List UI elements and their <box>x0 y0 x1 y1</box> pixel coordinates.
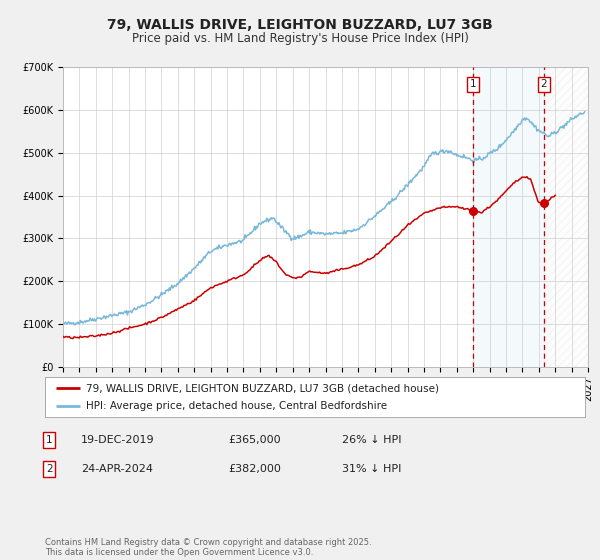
Text: 1: 1 <box>46 435 53 445</box>
Text: Price paid vs. HM Land Registry's House Price Index (HPI): Price paid vs. HM Land Registry's House … <box>131 32 469 45</box>
Text: 2: 2 <box>541 80 547 89</box>
Text: 19-DEC-2019: 19-DEC-2019 <box>81 435 155 445</box>
Bar <box>544 67 588 367</box>
Bar <box>473 67 544 367</box>
Text: 1: 1 <box>469 80 476 89</box>
Text: 79, WALLIS DRIVE, LEIGHTON BUZZARD, LU7 3GB: 79, WALLIS DRIVE, LEIGHTON BUZZARD, LU7 … <box>107 18 493 32</box>
Bar <box>544 67 588 367</box>
Text: Contains HM Land Registry data © Crown copyright and database right 2025.
This d: Contains HM Land Registry data © Crown c… <box>45 538 371 557</box>
Text: £382,000: £382,000 <box>228 464 281 474</box>
Text: £365,000: £365,000 <box>228 435 281 445</box>
Text: 31% ↓ HPI: 31% ↓ HPI <box>342 464 401 474</box>
Text: 2: 2 <box>46 464 53 474</box>
Text: 79, WALLIS DRIVE, LEIGHTON BUZZARD, LU7 3GB (detached house): 79, WALLIS DRIVE, LEIGHTON BUZZARD, LU7 … <box>86 383 439 393</box>
Text: 26% ↓ HPI: 26% ↓ HPI <box>342 435 401 445</box>
Text: 24-APR-2024: 24-APR-2024 <box>81 464 153 474</box>
Text: HPI: Average price, detached house, Central Bedfordshire: HPI: Average price, detached house, Cent… <box>86 401 386 411</box>
